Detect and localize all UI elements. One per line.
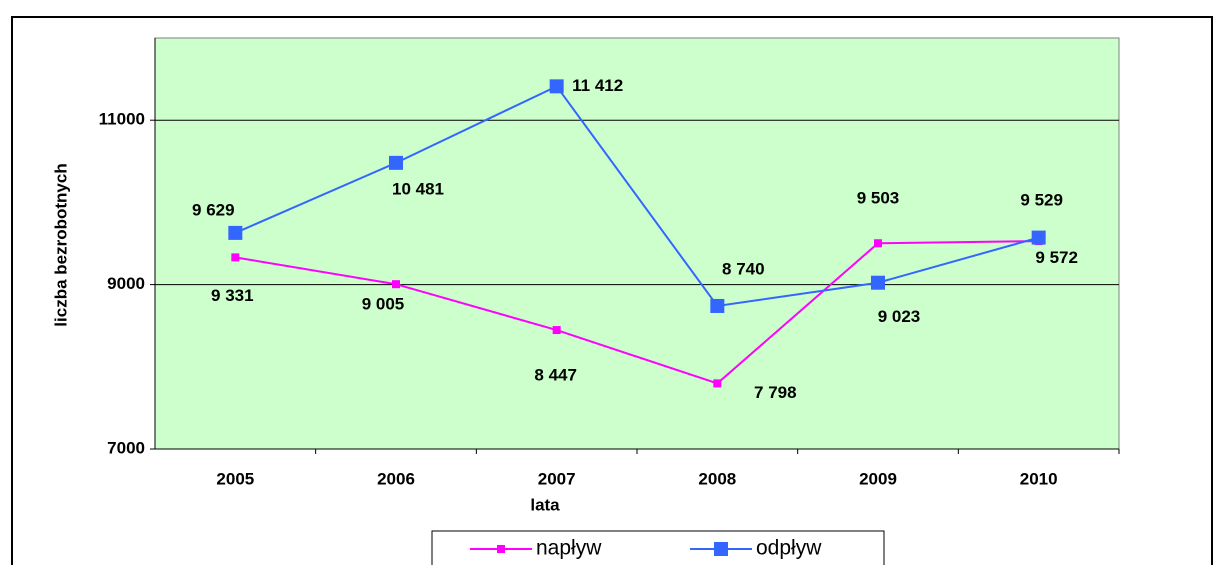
x-tick-label: 2007 xyxy=(538,469,576,488)
x-axis-label: lata xyxy=(530,495,560,514)
marker xyxy=(874,239,882,248)
marker xyxy=(231,253,240,262)
marker xyxy=(710,298,725,313)
data-label: 9 331 xyxy=(211,286,254,305)
legend-label: napływ xyxy=(536,537,602,560)
data-label: 8 740 xyxy=(722,259,765,278)
data-label: 7 798 xyxy=(754,383,797,402)
data-label: 9 572 xyxy=(1035,248,1078,267)
legend-label: odpływ xyxy=(756,537,822,560)
legend xyxy=(431,530,885,570)
marker xyxy=(871,275,885,290)
data-label: 9 629 xyxy=(192,200,235,219)
data-label: 11 412 xyxy=(572,76,623,95)
y-axis-label: liczba bezrobotnych xyxy=(51,163,70,326)
x-tick-label: 2006 xyxy=(377,469,415,488)
series-line xyxy=(234,85,1039,308)
legend-marker xyxy=(497,545,505,553)
legend-marker xyxy=(714,542,728,556)
data-label: 9 023 xyxy=(878,307,921,326)
marker xyxy=(549,79,564,94)
data-label: 9 005 xyxy=(362,295,405,314)
plot-area xyxy=(154,37,1120,450)
data-label: 10 481 xyxy=(392,179,444,198)
y-tick-label: 9000 xyxy=(107,274,145,293)
x-tick-label: 2010 xyxy=(1020,469,1058,488)
y-tick-label: 7000 xyxy=(107,438,145,457)
marker xyxy=(389,155,403,170)
marker xyxy=(1031,230,1046,245)
x-tick-label: 2009 xyxy=(859,469,897,488)
marker xyxy=(713,379,722,388)
data-label: 9 529 xyxy=(1020,191,1063,210)
data-label: 8 447 xyxy=(534,366,577,385)
marker xyxy=(392,280,400,289)
marker xyxy=(552,326,561,335)
x-tick-label: 2008 xyxy=(698,469,736,488)
series-line xyxy=(235,240,1039,385)
marker xyxy=(228,225,243,240)
data-label: 9 503 xyxy=(857,189,900,208)
y-tick-label: 11000 xyxy=(99,110,145,129)
x-tick-label: 2005 xyxy=(216,469,254,488)
